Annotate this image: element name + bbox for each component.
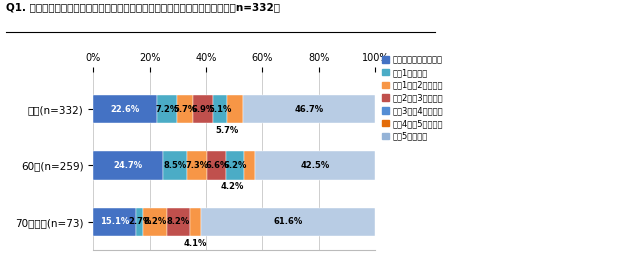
Bar [136,208,143,236]
Bar [157,95,177,123]
Bar [256,151,375,179]
Bar [227,95,243,123]
Text: 46.7%: 46.7% [295,105,324,114]
Text: Q1. あなたが、直近で介護をしていた時期をお答えください。（単数回答）《n=332》: Q1. あなたが、直近で介護をしていた時期をお答えください。（単数回答）《n=3… [6,3,281,13]
Text: 6.6%: 6.6% [205,161,229,170]
Text: 5.7%: 5.7% [174,105,197,114]
Bar [190,208,201,236]
Bar [243,95,375,123]
Text: 5.7%: 5.7% [215,126,239,135]
Bar [187,151,208,179]
Text: 8.2%: 8.2% [167,217,190,226]
Text: 61.6%: 61.6% [273,217,303,226]
Bar [93,208,136,236]
Legend: 現在も介護をしている, 過去1年前まで, 過去1年～2年前まで, 過去2年～3年前まで, 過去3年～4年前まで, 過去4年～5年前まづ, 過去5年以上前: 現在も介護をしている, 過去1年前まで, 過去1年～2年前まで, 過去2年～3年… [382,55,443,141]
Bar [93,95,157,123]
Text: 6.2%: 6.2% [223,161,247,170]
Bar [213,95,227,123]
Text: 22.6%: 22.6% [111,105,140,114]
Bar [194,95,213,123]
Text: 7.2%: 7.2% [155,105,179,114]
Text: 2.7%: 2.7% [128,217,151,226]
Text: 8.2%: 8.2% [143,217,167,226]
Text: 7.3%: 7.3% [185,161,209,170]
Bar [93,151,163,179]
Bar [226,151,243,179]
Text: 4.2%: 4.2% [220,182,244,191]
Bar [163,151,187,179]
Text: 4.1%: 4.1% [184,239,207,248]
Text: 8.5%: 8.5% [164,161,187,170]
Bar [201,208,375,236]
Bar [208,151,226,179]
Text: 15.1%: 15.1% [100,217,129,226]
Text: 42.5%: 42.5% [301,161,330,170]
Text: 24.7%: 24.7% [114,161,142,170]
Text: 6.9%: 6.9% [192,105,215,114]
Text: 5.1%: 5.1% [208,105,232,114]
Bar [177,95,194,123]
Bar [143,208,167,236]
Bar [167,208,190,236]
Bar [243,151,256,179]
